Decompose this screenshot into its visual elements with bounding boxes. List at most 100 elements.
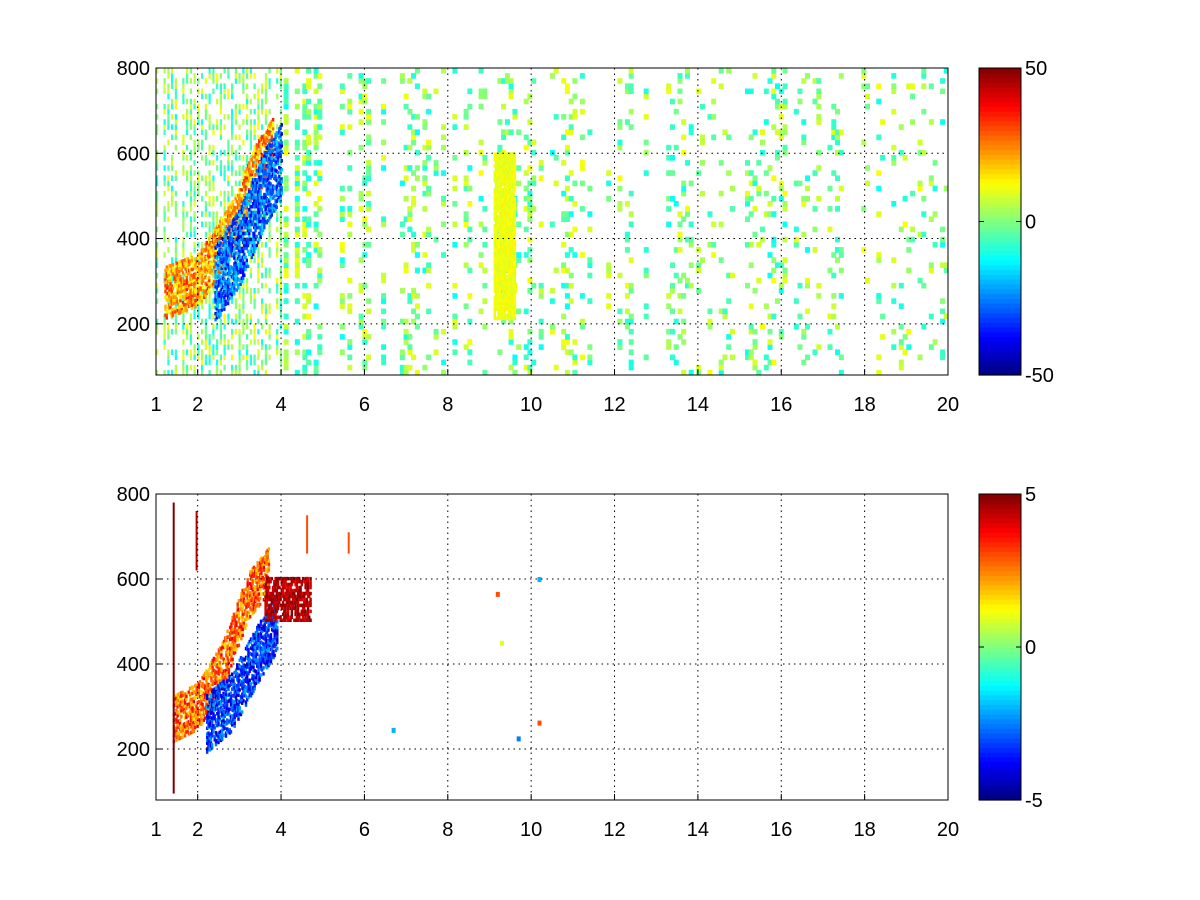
heatmap-cell [263,169,266,173]
heatmap-cell [266,198,270,202]
heatmap-cell [493,256,496,261]
heatmap-cell [775,298,780,304]
heatmap-cell [643,149,649,156]
heatmap-cell [347,124,353,130]
heatmap-cell [250,255,253,260]
heatmap-cell [238,239,241,244]
heatmap-cell [294,165,300,171]
heatmap-cell [156,262,159,268]
heatmap-cell [216,211,219,217]
heatmap-cell [422,252,428,258]
heatmap-cell [254,196,257,201]
heatmap-cell [220,236,223,241]
heatmap-cell [243,246,246,251]
heatmap-cell [221,254,225,259]
heatmap-cell [241,234,245,239]
heatmap-cell [216,78,219,84]
heatmap-cell [294,119,300,125]
heatmap-cell [243,198,246,203]
heatmap-cell [294,257,300,263]
heatmap-cell [512,114,518,120]
heatmap-cell [816,103,822,110]
heatmap-cell [166,291,170,296]
heatmap-cell [204,93,207,100]
heatmap-cell [507,289,510,294]
heatmap-cell [255,152,258,156]
heatmap-cell [206,256,210,261]
heatmap-cell [506,236,509,240]
heatmap-cell [498,262,501,267]
heatmap-cell [253,119,256,125]
heatmap-cell [501,218,504,222]
heatmap-cell [201,270,205,274]
heatmap-cell [205,261,208,266]
heatmap-cell [506,179,509,183]
heatmap-cell [234,242,237,246]
heatmap-cell [186,98,189,105]
heatmap-cell [711,221,717,228]
heatmap-cell [502,271,505,276]
heatmap-cell [506,301,509,306]
heatmap-cell [928,175,934,181]
heatmap-cell [264,88,267,95]
heatmap-cell [512,271,515,276]
heatmap-cell [199,286,202,290]
heatmap-cell [504,236,508,240]
heatmap-cell [511,301,514,306]
heatmap-cell [256,195,260,200]
heatmap-cell [258,169,261,173]
heatmap-cell [508,93,514,100]
heatmap-cell [494,286,498,291]
heatmap-cell [268,226,271,233]
heatmap-cell [242,318,245,325]
heatmap-cell [276,339,279,345]
heatmap-cell [214,285,217,289]
heatmap-cell [685,68,690,74]
heatmap-cell [208,252,211,256]
heatmap-cell [223,241,226,246]
heatmap-cell [617,206,623,212]
heatmap-cell [782,68,788,74]
heatmap-cell [271,184,275,188]
heatmap-cell [508,242,511,246]
heatmap-cell [496,283,499,288]
heatmap-cell [771,93,777,100]
heatmap-cell [205,255,208,260]
heatmap-cell [504,218,508,222]
heatmap-cell [801,359,807,366]
heatmap-cell [204,281,207,286]
heatmap-cell [801,195,807,202]
heatmap-cell [339,185,345,192]
heatmap-cell [223,286,226,290]
heatmap-cell [233,253,236,257]
heatmap-cell [681,339,687,345]
heatmap-cell [215,292,218,296]
heatmap-cell [499,221,503,225]
heatmap-cell [182,165,185,171]
colorbar-swatch [979,207,1021,213]
heatmap-cell [235,222,238,227]
heatmap-cell [506,185,509,189]
heatmap-cell [224,260,227,265]
heatmap-cell [235,282,238,286]
heatmap-cell [568,298,574,304]
heatmap-cell [499,286,503,291]
heatmap-cell [225,237,228,241]
heatmap-cell [606,303,612,309]
heatmap-cell [504,209,508,213]
heatmap-cell [264,204,267,209]
heatmap-cell [880,155,886,161]
heatmap-cell [253,240,256,245]
heatmap-cell [564,88,570,95]
heatmap-cell [234,205,237,210]
heatmap-cell [223,334,226,340]
heatmap-cell [399,73,405,79]
heatmap-cell [246,188,250,192]
heatmap-cell [617,124,623,130]
heatmap-cell [760,149,765,156]
heatmap-cell [313,221,319,228]
heatmap-cell [163,252,166,258]
heatmap-cell [507,245,510,249]
heatmap-cell [258,178,261,182]
heatmap-cell [231,364,234,371]
